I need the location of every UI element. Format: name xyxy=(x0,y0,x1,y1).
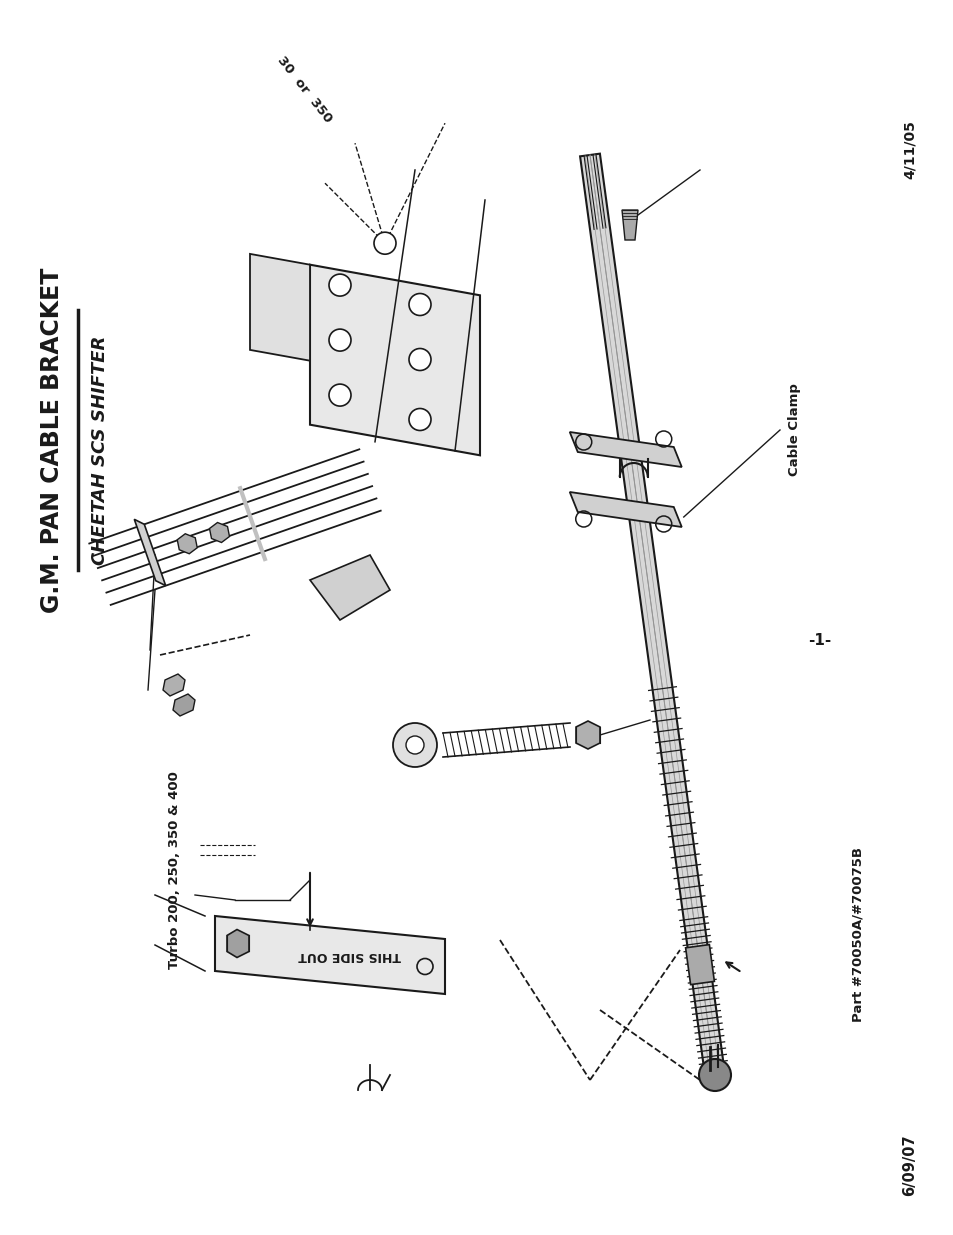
Polygon shape xyxy=(172,694,194,716)
Polygon shape xyxy=(310,264,479,456)
Polygon shape xyxy=(569,432,681,467)
Text: Cable Clamp: Cable Clamp xyxy=(788,384,801,477)
Circle shape xyxy=(329,274,351,296)
Circle shape xyxy=(374,232,395,254)
Polygon shape xyxy=(621,210,638,240)
Polygon shape xyxy=(210,522,230,542)
Circle shape xyxy=(329,384,351,406)
Polygon shape xyxy=(214,916,444,994)
Text: -1-: -1- xyxy=(807,632,831,647)
Circle shape xyxy=(406,736,423,755)
Text: 30  or  350: 30 or 350 xyxy=(274,54,335,126)
Polygon shape xyxy=(579,153,724,1077)
Circle shape xyxy=(409,348,431,370)
Circle shape xyxy=(699,1058,730,1091)
Polygon shape xyxy=(177,534,197,553)
Circle shape xyxy=(409,294,431,315)
Text: G.M. PAN CABLE BRACKET: G.M. PAN CABLE BRACKET xyxy=(40,267,64,613)
Polygon shape xyxy=(569,492,681,527)
Circle shape xyxy=(329,329,351,351)
Text: Turbo 200, 250, 350 & 400: Turbo 200, 250, 350 & 400 xyxy=(169,771,181,969)
Polygon shape xyxy=(310,555,390,620)
Text: CHEETAH SCS SHIFTER: CHEETAH SCS SHIFTER xyxy=(91,336,109,564)
Polygon shape xyxy=(685,945,714,984)
Polygon shape xyxy=(250,254,310,361)
Polygon shape xyxy=(134,519,166,585)
Circle shape xyxy=(393,722,436,767)
Text: 6/09/07: 6/09/07 xyxy=(902,1134,917,1195)
Polygon shape xyxy=(227,930,249,957)
Text: Part #70050A/#70075B: Part #70050A/#70075B xyxy=(851,847,863,1023)
Text: 4/11/05: 4/11/05 xyxy=(902,121,916,179)
Polygon shape xyxy=(576,721,599,748)
Polygon shape xyxy=(163,674,185,697)
Circle shape xyxy=(409,409,431,431)
Text: THIS SIDE OUT: THIS SIDE OUT xyxy=(298,948,401,962)
